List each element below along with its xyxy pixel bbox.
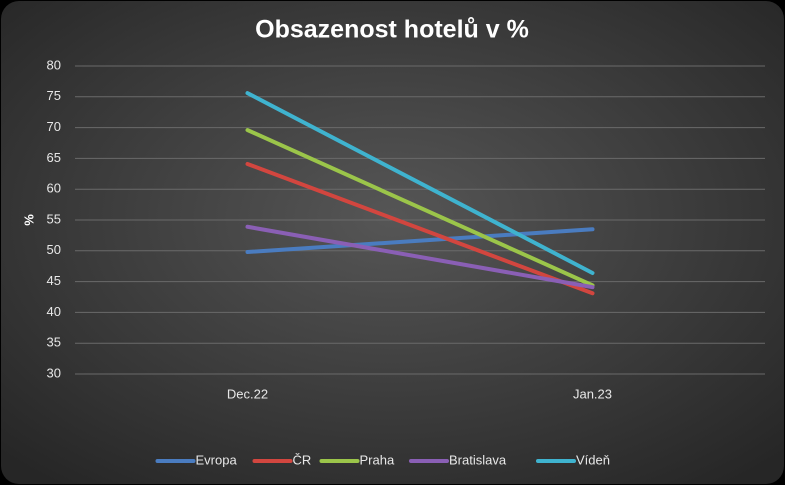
series-line xyxy=(245,224,595,290)
chart-title: Obsazenost hotelů v % xyxy=(255,16,529,44)
legend-label: Evropa xyxy=(196,452,238,467)
y-tick-label: 40 xyxy=(47,304,61,319)
y-tick-label: 30 xyxy=(47,365,61,380)
y-axis-label: % xyxy=(21,214,36,226)
series-line xyxy=(245,128,595,288)
y-tick-label: 70 xyxy=(47,119,61,134)
legend-label: Bratislava xyxy=(449,452,507,467)
y-tick-label: 55 xyxy=(47,211,61,226)
legend-label: ČR xyxy=(293,452,312,467)
y-tick-label: 35 xyxy=(47,335,61,350)
x-tick-label: Dec.22 xyxy=(227,386,268,401)
y-tick-label: 60 xyxy=(47,181,61,196)
legend-label: Vídeň xyxy=(576,452,610,467)
y-tick-label: 45 xyxy=(47,273,61,288)
y-tick-label: 65 xyxy=(47,150,61,165)
x-tick-label: Jan.23 xyxy=(573,386,612,401)
y-tick-label: 80 xyxy=(47,57,61,72)
series-line xyxy=(245,227,595,255)
y-tick-label: 75 xyxy=(47,88,61,103)
legend-label: Praha xyxy=(360,452,395,467)
y-tick-label: 50 xyxy=(47,242,61,257)
series-line xyxy=(245,91,595,275)
series-line xyxy=(245,161,595,296)
